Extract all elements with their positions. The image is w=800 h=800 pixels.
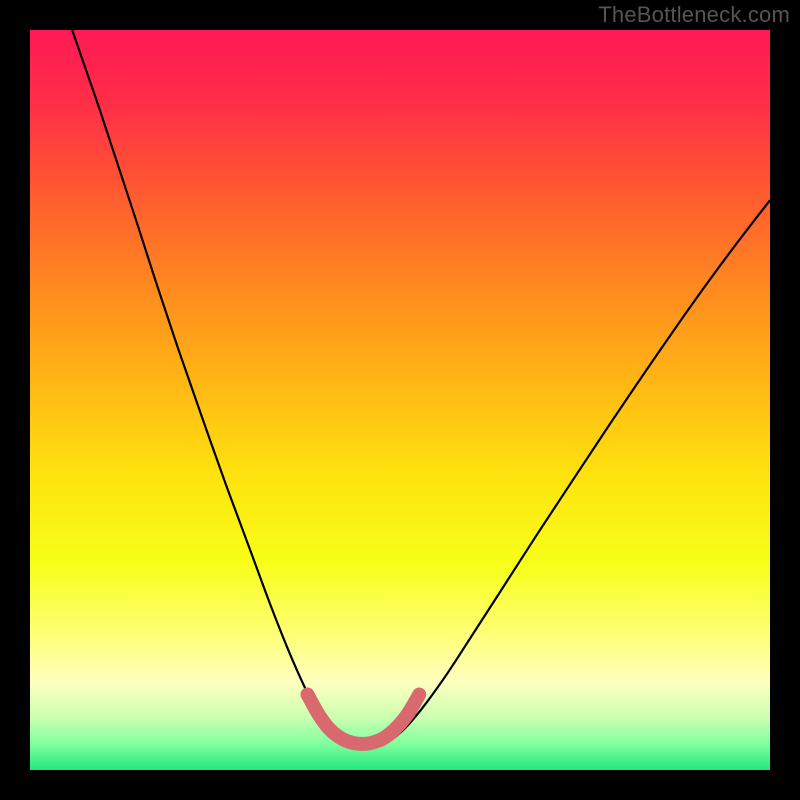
watermark-text: TheBottleneck.com (598, 2, 790, 28)
bottleneck-curve (72, 30, 770, 746)
plot-area (30, 30, 770, 770)
valley-marker (308, 695, 420, 744)
curve-layer (30, 30, 770, 770)
